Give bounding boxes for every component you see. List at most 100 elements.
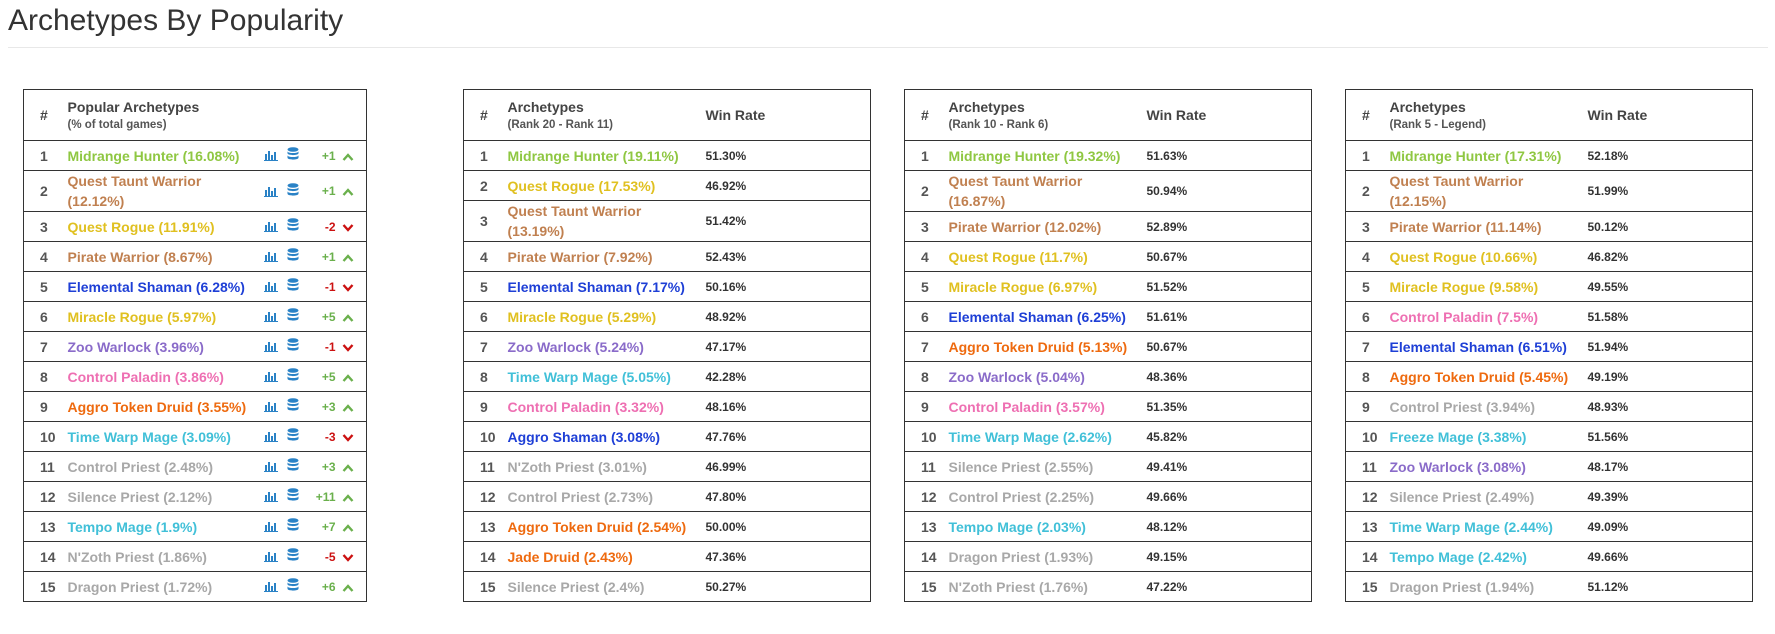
archetype-link[interactable]: Zoo Warlock (5.24%) xyxy=(503,331,702,362)
archetype-link[interactable]: Aggro Token Druid (2.54%) xyxy=(503,511,702,542)
archetype-link[interactable]: Freeze Mage (3.38%) xyxy=(1385,421,1584,452)
archetype-link[interactable]: Silence Priest (2.4%) xyxy=(503,571,702,602)
archetype-link[interactable]: Dragon Priest (1.94%) xyxy=(1385,571,1584,602)
bar-chart-icon[interactable] xyxy=(263,182,278,202)
table-row: 4 Quest Rogue (11.7%) 50.67% xyxy=(904,241,1312,272)
database-icon[interactable] xyxy=(287,457,299,477)
database-icon[interactable] xyxy=(287,367,299,387)
bar-chart-icon[interactable] xyxy=(263,517,278,537)
bar-chart-icon[interactable] xyxy=(263,397,278,417)
database-icon[interactable] xyxy=(287,146,299,166)
archetype-link[interactable]: Control Priest (2.73%) xyxy=(503,481,702,512)
archetype-actions xyxy=(259,571,311,602)
archetype-link[interactable]: N'Zoth Priest (1.76%) xyxy=(944,571,1143,602)
archetype-link[interactable]: Aggro Shaman (3.08%) xyxy=(503,421,702,452)
archetype-link[interactable]: Jade Druid (2.43%) xyxy=(503,541,702,572)
archetype-link[interactable]: Dragon Priest (1.72%) xyxy=(63,571,260,602)
bar-chart-icon[interactable] xyxy=(263,457,278,477)
archetype-link[interactable]: Miracle Rogue (6.97%) xyxy=(944,271,1143,302)
archetype-link[interactable]: Elemental Shaman (7.17%) xyxy=(503,271,702,302)
win-rate-value: 51.12% xyxy=(1583,571,1753,602)
archetype-link[interactable]: Midrange Hunter (19.11%) xyxy=(503,140,702,171)
archetype-link[interactable]: Silence Priest (2.49%) xyxy=(1385,481,1584,512)
archetype-link[interactable]: Elemental Shaman (6.51%) xyxy=(1385,331,1584,362)
table-header-row: # Archetypes (Rank 5 - Legend) Win Rate xyxy=(1345,89,1753,141)
database-icon[interactable] xyxy=(287,547,299,567)
archetype-link[interactable]: Midrange Hunter (17.31%) xyxy=(1385,140,1584,171)
archetype-link[interactable]: Control Paladin (3.86%) xyxy=(63,361,260,392)
database-icon[interactable] xyxy=(287,217,299,237)
database-icon[interactable] xyxy=(287,337,299,357)
archetype-link[interactable]: Pirate Warrior (7.92%) xyxy=(503,241,702,272)
archetype-link[interactable]: Control Priest (2.48%) xyxy=(63,451,260,482)
archetype-link[interactable]: Control Paladin (3.57%) xyxy=(944,391,1143,422)
bar-chart-icon[interactable] xyxy=(263,427,278,447)
archetype-link[interactable]: Pirate Warrior (8.67%) xyxy=(63,241,260,272)
archetype-link[interactable]: Time Warp Mage (5.05%) xyxy=(503,361,702,392)
database-icon[interactable] xyxy=(287,427,299,447)
archetype-link[interactable]: Silence Priest (2.12%) xyxy=(63,481,260,512)
archetype-link[interactable]: Quest Taunt Warrior (16.87%) xyxy=(944,170,1143,212)
archetype-link[interactable]: Miracle Rogue (5.29%) xyxy=(503,301,702,332)
archetype-link[interactable]: Aggro Token Druid (5.45%) xyxy=(1385,361,1584,392)
archetype-link[interactable]: Quest Rogue (11.91%) xyxy=(63,211,260,242)
database-icon[interactable] xyxy=(287,307,299,327)
archetype-link[interactable]: Zoo Warlock (5.04%) xyxy=(944,361,1143,392)
archetype-link[interactable]: Control Paladin (7.5%) xyxy=(1385,301,1584,332)
archetype-link[interactable]: Quest Rogue (17.53%) xyxy=(503,170,702,201)
archetype-link[interactable]: Silence Priest (2.55%) xyxy=(944,451,1143,482)
archetype-link[interactable]: Quest Taunt Warrior (12.12%) xyxy=(63,170,260,212)
archetype-link[interactable]: Zoo Warlock (3.08%) xyxy=(1385,451,1584,482)
archetype-link[interactable]: Quest Taunt Warrior (12.15%) xyxy=(1385,170,1584,212)
archetype-link[interactable]: Elemental Shaman (6.28%) xyxy=(63,271,260,302)
archetype-link[interactable]: Quest Rogue (10.66%) xyxy=(1385,241,1584,272)
archetype-link[interactable]: Control Paladin (3.32%) xyxy=(503,391,702,422)
archetype-link[interactable]: Time Warp Mage (2.44%) xyxy=(1385,511,1584,542)
database-icon[interactable] xyxy=(287,247,299,267)
archetype-link[interactable]: Midrange Hunter (16.08%) xyxy=(63,140,260,171)
archetype-link[interactable]: Control Priest (3.94%) xyxy=(1385,391,1584,422)
archetype-link[interactable]: Midrange Hunter (19.32%) xyxy=(944,140,1143,171)
archetype-link[interactable]: Tempo Mage (1.9%) xyxy=(63,511,260,542)
archetype-link[interactable]: Miracle Rogue (5.97%) xyxy=(63,301,260,332)
rank-change: +6 xyxy=(310,571,338,602)
archetype-link[interactable]: Time Warp Mage (3.09%) xyxy=(63,421,260,452)
archetype-link[interactable]: Pirate Warrior (12.02%) xyxy=(944,211,1143,242)
archetype-link[interactable]: Control Priest (2.25%) xyxy=(944,481,1143,512)
database-icon[interactable] xyxy=(287,277,299,297)
archetype-link[interactable]: Aggro Token Druid (3.55%) xyxy=(63,391,260,422)
archetype-link[interactable]: Quest Taunt Warrior (13.19%) xyxy=(503,200,702,242)
archetype-actions xyxy=(259,301,311,332)
archetype-link[interactable]: Miracle Rogue (9.58%) xyxy=(1385,271,1584,302)
bar-chart-icon[interactable] xyxy=(263,277,278,297)
archetype-link[interactable]: Aggro Token Druid (5.13%) xyxy=(944,331,1143,362)
bar-chart-icon[interactable] xyxy=(263,547,278,567)
archetype-link[interactable]: Tempo Mage (2.03%) xyxy=(944,511,1143,542)
archetype-link[interactable]: Pirate Warrior (11.14%) xyxy=(1385,211,1584,242)
bar-chart-icon[interactable] xyxy=(263,217,278,237)
database-icon[interactable] xyxy=(287,577,299,597)
database-icon[interactable] xyxy=(287,517,299,537)
database-icon[interactable] xyxy=(287,397,299,417)
bar-chart-icon[interactable] xyxy=(263,367,278,387)
bar-chart-icon[interactable] xyxy=(263,337,278,357)
bar-chart-icon[interactable] xyxy=(263,487,278,507)
archetype-link[interactable]: Tempo Mage (2.42%) xyxy=(1385,541,1584,572)
archetype-link[interactable]: Dragon Priest (1.93%) xyxy=(944,541,1143,572)
bar-chart-icon[interactable] xyxy=(263,307,278,327)
archetype-link[interactable]: N'Zoth Priest (3.01%) xyxy=(503,451,702,482)
bar-chart-icon[interactable] xyxy=(263,146,278,166)
archetype-link[interactable]: Elemental Shaman (6.25%) xyxy=(944,301,1143,332)
archetype-link[interactable]: Quest Rogue (11.7%) xyxy=(944,241,1143,272)
archetype-link[interactable]: Zoo Warlock (3.96%) xyxy=(63,331,260,362)
database-icon[interactable] xyxy=(287,487,299,507)
table-row: 6 Elemental Shaman (6.25%) 51.61% xyxy=(904,301,1312,332)
win-rate-value: 46.99% xyxy=(701,451,871,482)
bar-chart-icon[interactable] xyxy=(263,577,278,597)
database-icon[interactable] xyxy=(287,182,299,202)
bar-chart-icon[interactable] xyxy=(263,247,278,267)
archetype-link[interactable]: Time Warp Mage (2.62%) xyxy=(944,421,1143,452)
win-rate-value: 42.28% xyxy=(701,361,871,392)
archetype-link[interactable]: N'Zoth Priest (1.86%) xyxy=(63,541,260,572)
rank-number: 5 xyxy=(1345,271,1386,302)
